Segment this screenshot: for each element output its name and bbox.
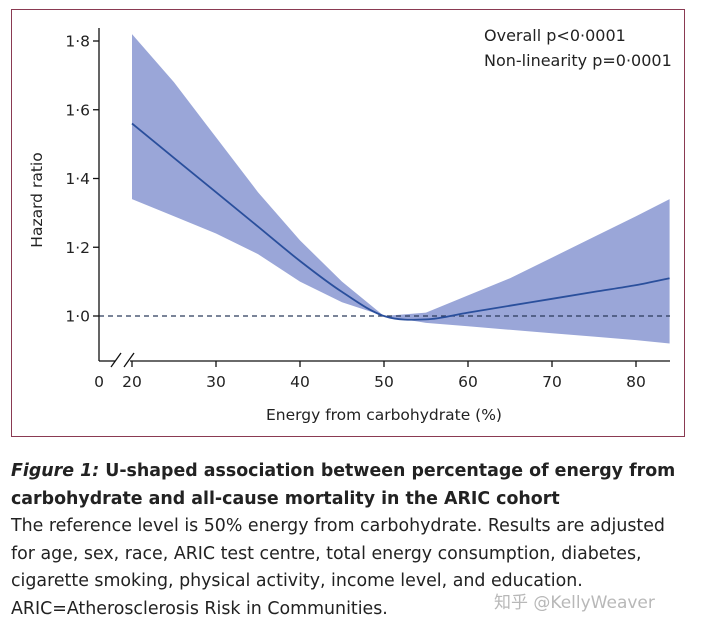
y-tick-label: 1·8 — [65, 33, 90, 51]
x-tick-label: 60 — [458, 373, 478, 391]
confidence-band — [132, 34, 670, 344]
x-tick-label: 0 — [94, 373, 104, 391]
watermark: 知乎 @KellyWeaver — [494, 593, 655, 613]
x-tick-label: 40 — [290, 373, 310, 391]
axis-break-mark — [110, 352, 122, 368]
figure-label: Figure 1: — [11, 461, 100, 481]
figure-caption: Figure 1: U-shaped association between p… — [11, 458, 691, 623]
axis-break-mark — [123, 352, 135, 368]
x-tick-label: 30 — [206, 373, 226, 391]
caption-body: The reference level is 50% energy from c… — [11, 516, 665, 619]
annotation-1: Non-linearity p=0·0001 — [484, 51, 672, 70]
x-tick-label: 80 — [626, 373, 646, 391]
hazard-ratio-chart: 1·0 1·2 1·4 1·6 1·8 0 20 30 40 50 60 70 80 Energy fro… — [28, 26, 672, 424]
x-tick-label: 50 — [374, 373, 394, 391]
y-tick-label: 1·6 — [65, 101, 90, 119]
caption-title: Figure 1: U-shaped association between p… — [11, 458, 691, 513]
y-tick-label: 1·4 — [65, 170, 90, 188]
y-tick-label: 1·0 — [65, 308, 90, 326]
annotation-0: Overall p<0·0001 — [484, 26, 626, 45]
figure-frame: 1·0 1·2 1·4 1·6 1·8 0 20 30 40 50 60 70 80 Energy fro… — [11, 9, 685, 437]
caption-title-text: U-shaped association between percentage … — [11, 461, 676, 509]
x-tick-label: 20 — [122, 373, 142, 391]
x-axis-label: Energy from carbohydrate (%) — [266, 406, 502, 424]
y-tick-label: 1·2 — [65, 239, 90, 257]
x-tick-label: 70 — [542, 373, 562, 391]
series-line-0 — [131, 122, 670, 321]
y-axis-label: Hazard ratio — [28, 152, 46, 247]
